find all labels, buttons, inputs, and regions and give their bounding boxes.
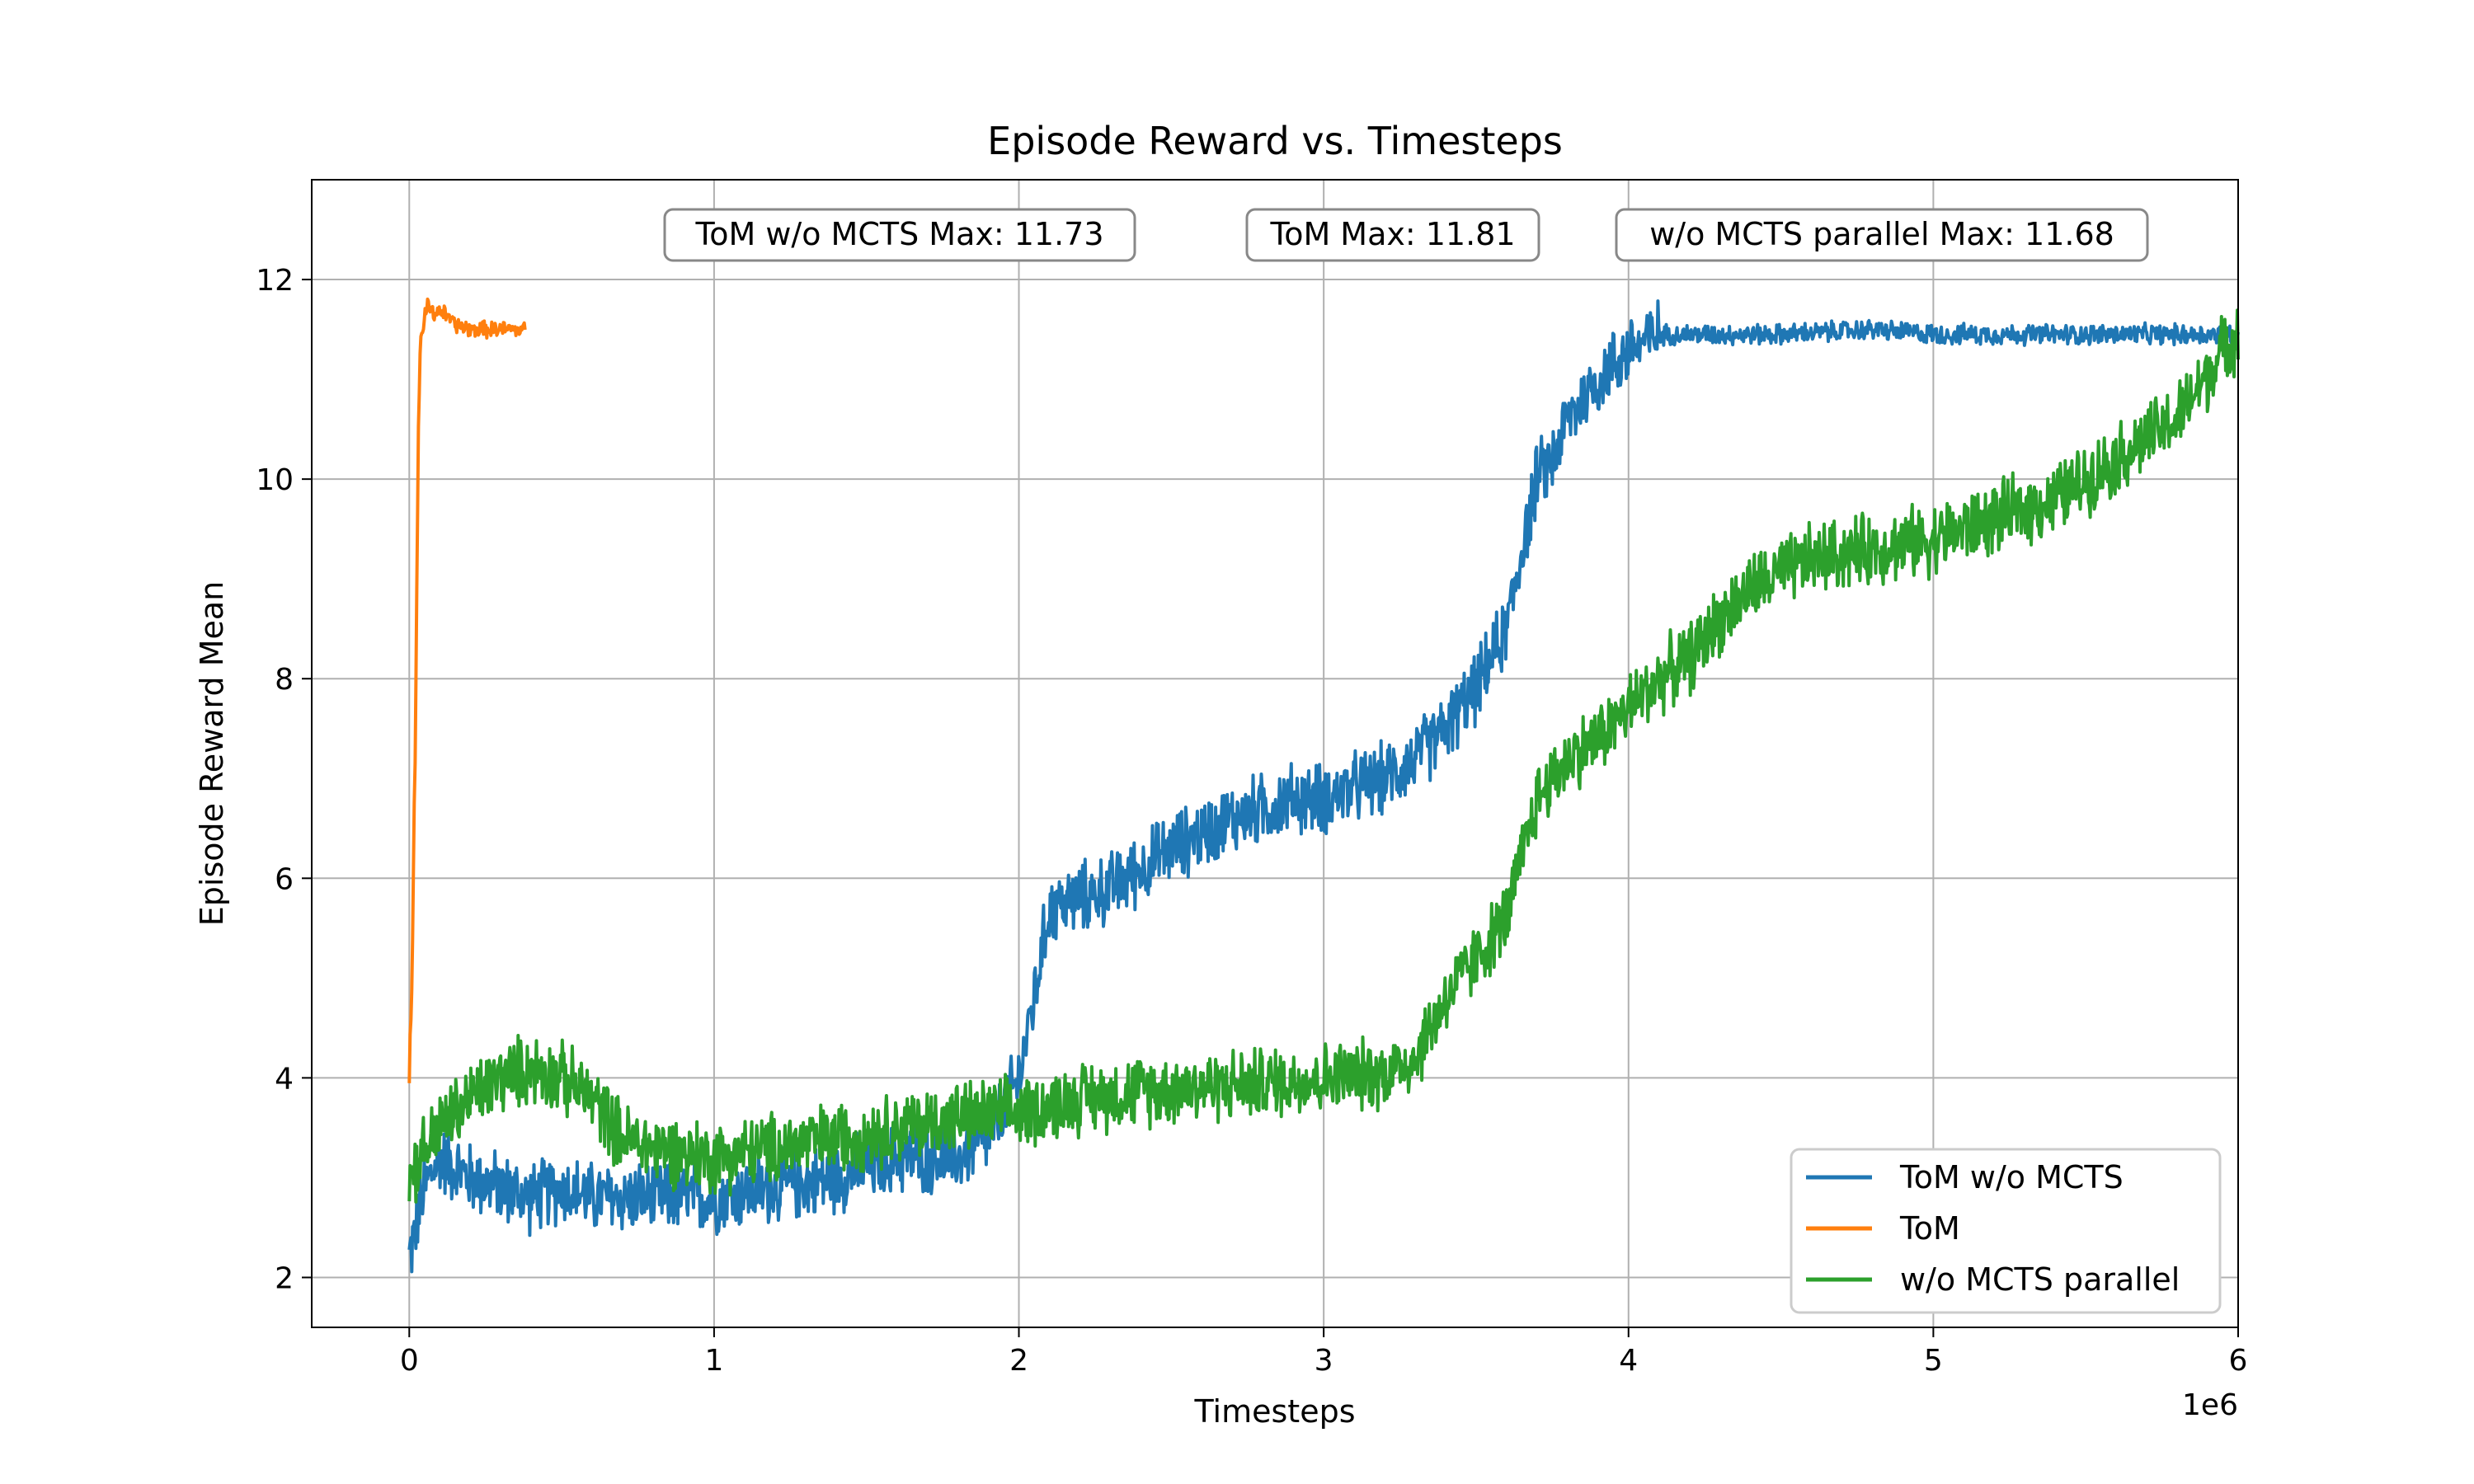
annotation-box bbox=[1615, 208, 2149, 262]
chart-title: Episode Reward vs. Timesteps bbox=[987, 119, 1563, 163]
series-lines bbox=[407, 297, 2240, 1274]
y-tick-label: 12 bbox=[256, 264, 294, 298]
y-tick-label: 6 bbox=[275, 862, 294, 896]
legend-box bbox=[1790, 1148, 2222, 1314]
annotation-text: ToM Max: 11.81 bbox=[1269, 216, 1515, 252]
legend-label-wo-mcts-parallel: w/o MCTS parallel bbox=[1900, 1261, 2180, 1298]
annotation-text: w/o MCTS parallel Max: 11.68 bbox=[1649, 216, 2114, 252]
y-tick-label: 10 bbox=[256, 463, 294, 497]
x-tick-label: 1 bbox=[704, 1344, 723, 1378]
y-axis-ticks: 2 4 6 8 10 12 bbox=[256, 264, 312, 1295]
series-line-tom bbox=[407, 297, 527, 1083]
x-axis-ticks: 0 1 2 3 4 5 6 bbox=[400, 1327, 2248, 1378]
annotation-tom: ToM Max: 11.81 bbox=[1245, 208, 1540, 262]
x-tick-label: 5 bbox=[1924, 1344, 1943, 1378]
annotation-text: ToM w/o MCTS Max: 11.73 bbox=[694, 216, 1103, 252]
y-tick-label: 2 bbox=[275, 1261, 294, 1295]
y-axis-label: Episode Reward Mean bbox=[194, 581, 230, 926]
x-tick-label: 2 bbox=[1009, 1344, 1028, 1378]
y-tick-label: 4 bbox=[275, 1062, 294, 1096]
annotation-tom-wo-mcts: ToM w/o MCTS Max: 11.73 bbox=[663, 208, 1136, 262]
x-tick-label: 4 bbox=[1619, 1344, 1638, 1378]
annotation-wo-mcts-parallel: w/o MCTS parallel Max: 11.68 bbox=[1615, 208, 2149, 262]
x-tick-label: 6 bbox=[2229, 1344, 2248, 1378]
annotation-box bbox=[663, 208, 1136, 262]
x-axis-label: Timesteps bbox=[1194, 1393, 1356, 1430]
legend: ToM w/o MCTS ToM w/o MCTS parallel bbox=[1790, 1148, 2222, 1314]
legend-label-tom-wo-mcts: ToM w/o MCTS bbox=[1899, 1159, 2124, 1195]
x-tick-label: 0 bbox=[400, 1344, 419, 1378]
annotation-box bbox=[1245, 208, 1540, 262]
x-tick-label: 3 bbox=[1315, 1344, 1333, 1378]
y-tick-label: 8 bbox=[275, 663, 294, 697]
legend-label-tom: ToM bbox=[1899, 1210, 1960, 1247]
plot-area-frame bbox=[311, 179, 2239, 1328]
grid-lines bbox=[312, 180, 2239, 1327]
x-axis-offset-label: 1e6 bbox=[2182, 1388, 2238, 1422]
series-line-w-o-mcts-parallel bbox=[407, 308, 2240, 1204]
